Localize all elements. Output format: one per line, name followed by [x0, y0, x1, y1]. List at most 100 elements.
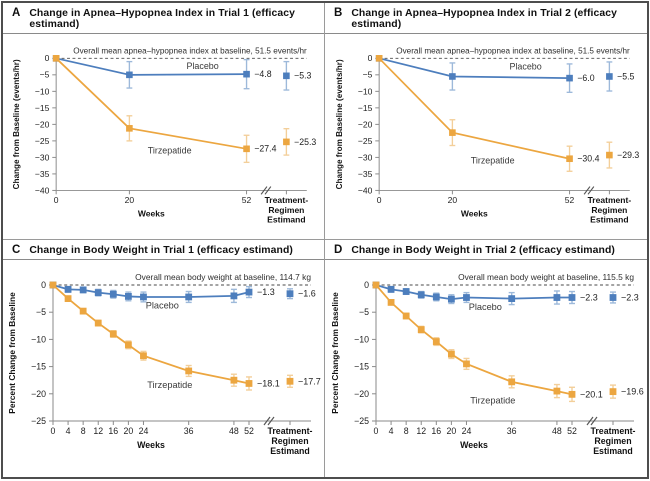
data-point-marker	[553, 294, 560, 301]
data-point-marker	[124, 341, 132, 349]
estimand-marker	[609, 388, 616, 396]
svg-text:0: 0	[373, 426, 378, 436]
axis-break-mark	[590, 416, 597, 426]
svg-text:−30: −30	[35, 152, 50, 162]
data-point-marker	[243, 145, 250, 153]
series-placebo: −6.0 −5.5 Placebo	[375, 55, 634, 94]
svg-text:−15: −15	[354, 362, 369, 372]
panel-b-title: Change in Apnea–Hypopnea Index in Trial …	[351, 8, 618, 30]
x-axis-label: Weeks	[138, 209, 165, 219]
svg-text:4: 4	[388, 426, 393, 436]
data-point-marker	[94, 289, 102, 297]
svg-text:−30: −30	[357, 152, 372, 162]
data-point-marker	[245, 380, 253, 387]
data-point-marker	[64, 295, 72, 302]
axis-break-mark	[267, 416, 275, 426]
data-point-marker	[507, 295, 515, 302]
svg-text:0: 0	[41, 280, 46, 290]
data-point-marker	[507, 378, 515, 386]
data-point-marker	[387, 299, 394, 306]
svg-text:−35: −35	[35, 169, 50, 179]
svg-text:−20: −20	[357, 119, 372, 129]
svg-text:0: 0	[376, 195, 381, 205]
svg-text:−10: −10	[35, 86, 50, 96]
svg-text:−15: −15	[35, 103, 50, 113]
panel-b-header: B Change in Apnea–Hypopnea Index in Tria…	[325, 3, 647, 34]
baseline-note: Overall mean body weight at baseline, 11…	[135, 272, 311, 282]
svg-text:−20: −20	[35, 119, 50, 129]
panel-c: C Change in Body Weight in Trial 1 (effi…	[3, 240, 325, 477]
estimand-marker	[605, 73, 613, 80]
estimand-axis-label: Regimen	[268, 205, 304, 215]
svg-text:48: 48	[552, 426, 562, 436]
y-axis: 0 −5 −10 −15 −20 −25	[31, 280, 54, 426]
panel-d-header: D Change in Body Weight in Trial 2 (effi…	[325, 240, 647, 260]
svg-text:24: 24	[139, 426, 149, 436]
y-axis-label: Percent Change from Baseline	[7, 292, 17, 414]
data-point-marker	[109, 330, 117, 338]
series-name-label: Placebo	[468, 302, 501, 312]
svg-text:−25: −25	[31, 416, 46, 426]
y-axis: 0 −5 −10 −15 −20 −25 −30 −35 −40	[35, 53, 57, 195]
x-axis-label: Weeks	[460, 209, 487, 219]
data-point-marker	[417, 326, 425, 334]
panel-d-letter: D	[334, 244, 343, 256]
svg-text:12: 12	[93, 426, 103, 436]
y-axis: 0 −5 −10 −15 −20 −25	[354, 280, 376, 426]
svg-text:52: 52	[564, 195, 574, 205]
svg-text:0: 0	[367, 53, 372, 63]
svg-text:8: 8	[403, 426, 408, 436]
estimand-axis-label: Treatment-	[268, 426, 313, 436]
svg-text:20: 20	[125, 195, 135, 205]
panel-c-header: C Change in Body Weight in Trial 1 (effi…	[3, 240, 324, 260]
series-name-label: Tirzepatide	[470, 155, 514, 165]
data-point-marker	[140, 352, 147, 360]
panel-b-letter: B	[334, 7, 343, 19]
panel-a: A Change in Apnea–Hypopnea Index in Tria…	[3, 3, 325, 240]
svg-text:−35: −35	[357, 169, 372, 179]
x-axis: 0 4 8 12 16 20 24 36 48 52	[51, 416, 311, 436]
axis-break-mark	[260, 186, 268, 195]
data-point-marker	[375, 55, 382, 62]
week52-value-label: −4.8	[254, 69, 271, 79]
estimand-marker	[283, 72, 290, 80]
x-axis: 0 20 52	[376, 186, 630, 205]
panel-b: B Change in Apnea–Hypopnea Index in Tria…	[325, 3, 647, 240]
series-placebo: −4.8 −5.3 Placebo	[52, 55, 312, 91]
svg-text:20: 20	[123, 426, 133, 436]
series-tirzepatide: −30.4 −29.3 Tirzepatide	[375, 55, 639, 172]
data-point-marker	[124, 293, 132, 300]
axis-break-mark	[587, 186, 594, 195]
series-name-label: Tirzepatide	[470, 396, 515, 406]
data-point-marker	[402, 312, 410, 320]
panel-b-chart: Overall mean apnea–hypopnea index at bas…	[335, 46, 639, 224]
estimand-marker	[609, 294, 616, 301]
data-point-marker	[568, 390, 575, 398]
data-point-marker	[64, 285, 72, 293]
panel-a-letter: A	[12, 7, 21, 19]
y-axis-label: Change from Baseline (events/hr)	[335, 59, 344, 189]
data-point-marker	[432, 293, 440, 301]
svg-text:20: 20	[447, 195, 457, 205]
data-point-marker	[245, 288, 253, 296]
series-tirzepatide: −20.1 −19.6 Tirzepatide	[372, 281, 643, 406]
estimand-axis-label: Estimand	[593, 446, 633, 456]
y-axis-label: Percent Change from Baseline	[330, 292, 340, 414]
estimand-value-label: −25.3	[294, 137, 316, 147]
estimand-axis-label: Regimen	[594, 436, 631, 446]
baseline-note: Overall mean apnea–hypopnea index at bas…	[73, 46, 307, 55]
svg-text:24: 24	[461, 426, 471, 436]
estimand-axis-label: Estimand	[270, 446, 310, 456]
estimand-axis-label: Estimand	[590, 214, 628, 224]
data-point-marker	[185, 293, 193, 301]
svg-text:−25: −25	[35, 136, 50, 146]
estimand-axis-label: Estimand	[267, 214, 305, 224]
data-point-marker	[49, 281, 57, 289]
x-axis: 0 4 8 12 16 20 24 36 48 52	[373, 416, 634, 436]
svg-text:−10: −10	[354, 334, 369, 344]
week52-value-label: −18.1	[257, 378, 280, 388]
svg-text:−5: −5	[36, 307, 46, 317]
svg-text:0: 0	[51, 426, 56, 436]
svg-text:−40: −40	[357, 185, 372, 195]
svg-text:20: 20	[446, 426, 456, 436]
